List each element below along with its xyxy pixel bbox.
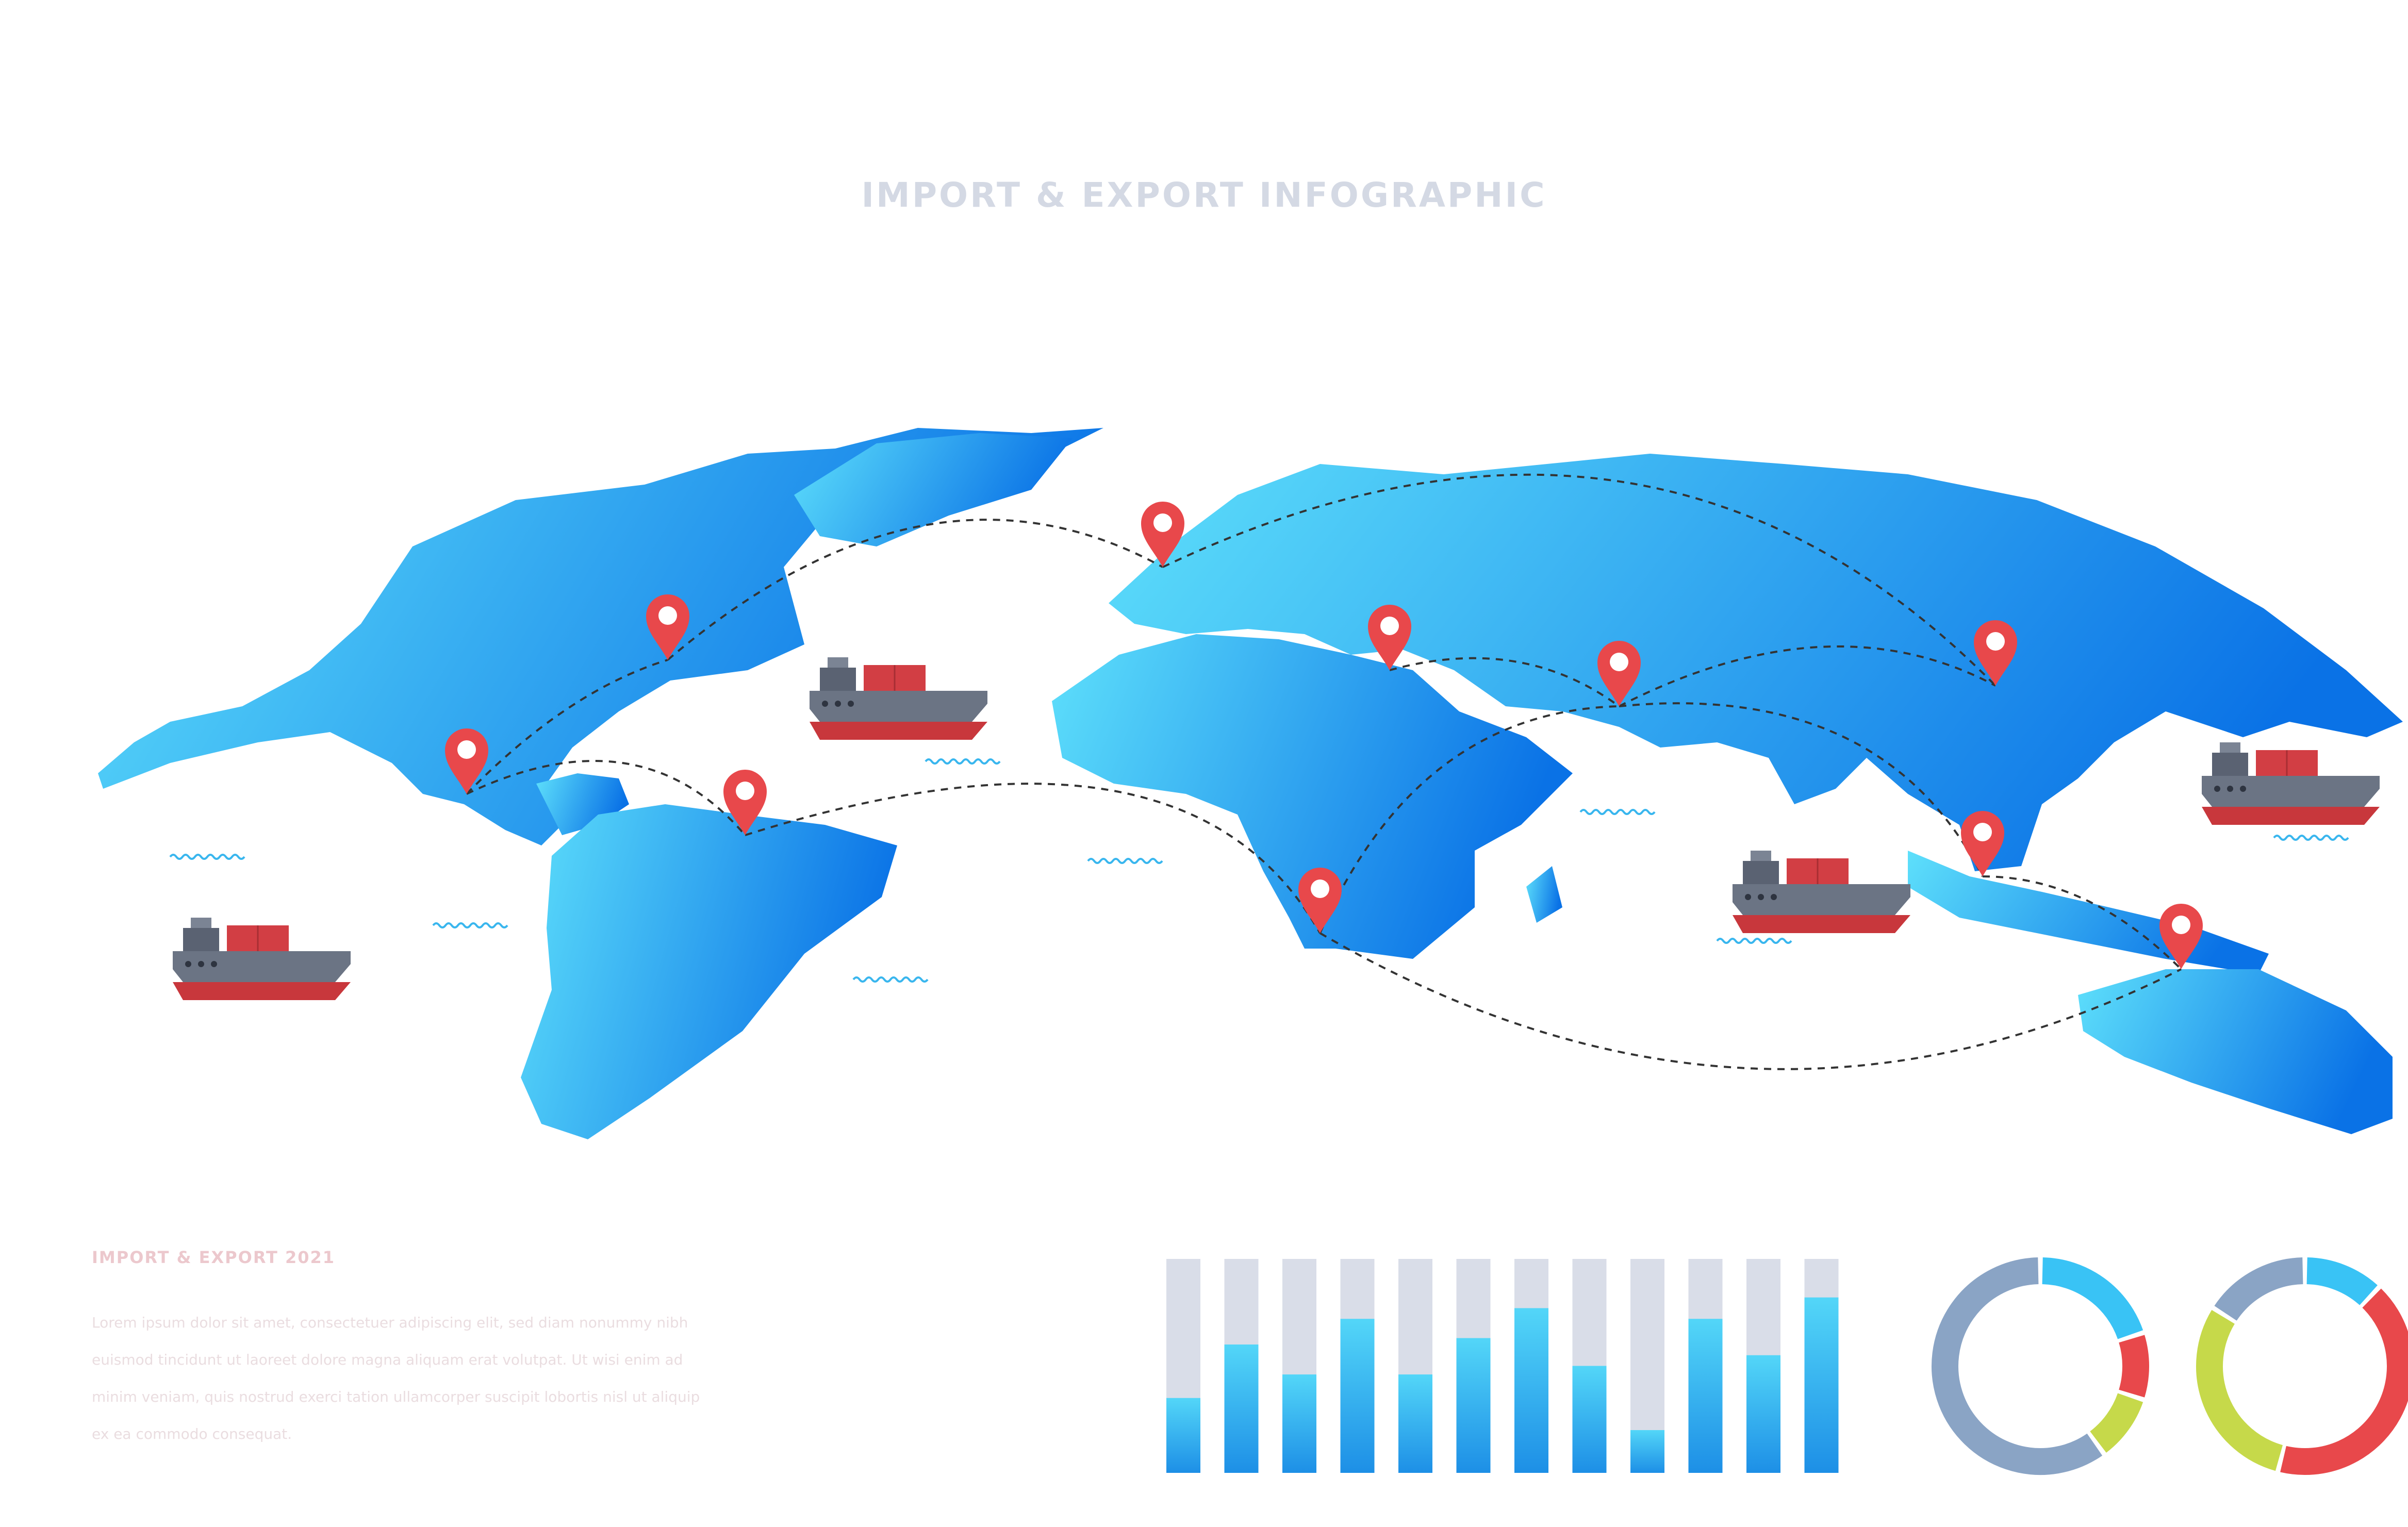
wave-icon [1087,858,1163,864]
bar [1398,1259,1432,1473]
donut-slice [2214,1257,2304,1321]
route-dubai-indonesia [1619,702,1984,877]
donut-chart [2196,1257,2408,1475]
info-heading: IMPORT & EXPORT 2021 [92,1248,336,1267]
donut-chart [1932,1257,2149,1475]
donut-slice [2119,1335,2149,1398]
page-title: IMPORT & EXPORT INFOGRAPHIC [861,175,1547,215]
wave-icon [852,976,929,983]
cargo-ships [173,657,2380,1000]
wave-icon [2273,835,2349,841]
route-mexico-newyork [466,659,668,795]
wave-icon [1716,938,1792,944]
donut-slice [2089,1392,2143,1453]
location-pin-icon [2159,904,2203,969]
continent-eurasia [1109,454,2403,871]
cargo-ship-icon [173,918,351,1000]
donut-charts [1932,1257,2408,1475]
location-pin-icon [723,770,767,835]
location-pin-icon [1597,641,1641,706]
route-indonesia-australia [1982,875,2182,970]
continent-north-america [98,428,1103,845]
bar [1514,1259,1548,1473]
cargo-ship-icon [2202,742,2380,825]
info-body-text: Lorem ipsum dolor sit amet, consectetuer… [92,1314,700,1442]
donut-slice [2280,1288,2408,1475]
bar [1746,1259,1780,1473]
route-southafrica-australia [1319,932,2182,1070]
location-pin-icon [646,594,689,660]
continent-africa [1052,634,1573,959]
route-mexico-brazil [466,760,746,836]
location-pin-icon [1368,605,1411,670]
continent-greenland [794,433,1073,546]
route-dubai-beijing [1619,645,1996,707]
trade-routes [466,473,2182,1070]
location-pins [445,502,2203,969]
location-pin-icon [1141,502,1184,567]
bar [1282,1259,1316,1473]
donut-slice [2306,1257,2378,1306]
cargo-ship-icon [1733,851,1910,933]
world-map [98,428,2403,1139]
continent-indonesia [1908,851,2269,974]
bar-chart [1166,1259,1839,1473]
location-pin-icon [1961,811,2004,876]
bar [1572,1259,1607,1473]
wave-icon [432,922,508,928]
continent-australia [2078,969,2393,1134]
bar [1688,1259,1723,1473]
route-turkey-dubai [1389,657,1620,707]
bar [1630,1259,1664,1473]
wave-icon [1579,809,1656,815]
route-brazil-southafrica [745,783,1321,934]
location-pin-icon [1974,620,2017,686]
bar [1804,1259,1839,1473]
bar [1340,1259,1375,1473]
continent-madagascar [1526,866,1562,923]
location-pin-icon [445,728,488,794]
bar [1166,1259,1200,1473]
continent-south-america [521,804,897,1139]
bar [1456,1259,1491,1473]
donut-slice [2196,1309,2283,1471]
bar [1224,1259,1259,1473]
route-newyork-london [667,519,1163,661]
wave-icon [169,854,245,860]
wave-icon [925,758,1001,765]
location-pin-icon [1298,868,1342,933]
cargo-ship-icon [810,657,987,740]
donut-slice [2041,1257,2143,1340]
ocean-waves [169,758,2349,983]
route-london-beijing [1162,473,1997,687]
donut-slice [1932,1257,2103,1475]
